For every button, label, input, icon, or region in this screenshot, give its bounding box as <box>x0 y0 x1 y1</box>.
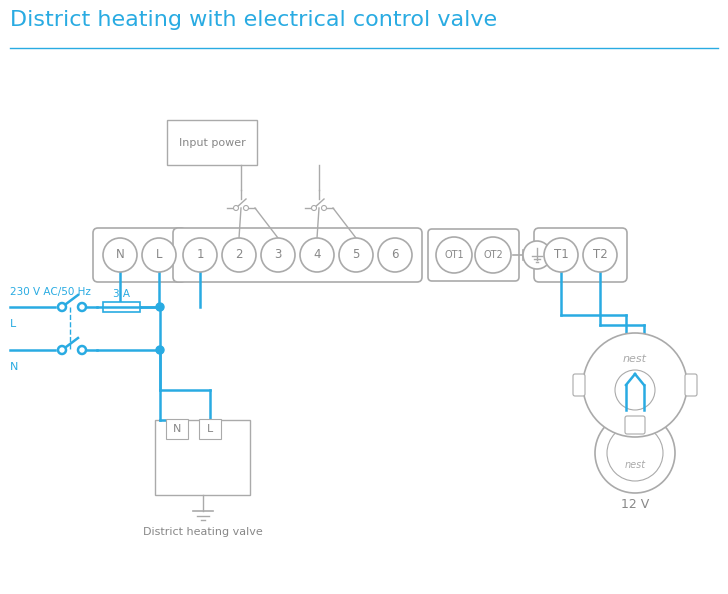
FancyBboxPatch shape <box>155 420 250 495</box>
FancyBboxPatch shape <box>167 120 257 165</box>
Circle shape <box>544 238 578 272</box>
Text: N: N <box>116 248 124 261</box>
Circle shape <box>78 346 86 354</box>
Text: L: L <box>10 319 16 329</box>
Circle shape <box>58 303 66 311</box>
Circle shape <box>142 238 176 272</box>
Circle shape <box>475 237 511 273</box>
Circle shape <box>339 238 373 272</box>
FancyBboxPatch shape <box>103 302 140 312</box>
Text: 1: 1 <box>197 248 204 261</box>
FancyBboxPatch shape <box>173 228 422 282</box>
Circle shape <box>378 238 412 272</box>
Text: 3 A: 3 A <box>113 289 130 299</box>
Circle shape <box>322 206 326 210</box>
Circle shape <box>261 238 295 272</box>
Circle shape <box>234 206 239 210</box>
Text: District heating with electrical control valve: District heating with electrical control… <box>10 10 497 30</box>
Text: L: L <box>156 248 162 261</box>
Text: 4: 4 <box>313 248 321 261</box>
Text: 5: 5 <box>352 248 360 261</box>
FancyBboxPatch shape <box>93 228 186 282</box>
FancyBboxPatch shape <box>534 228 627 282</box>
FancyBboxPatch shape <box>625 416 645 434</box>
Text: 3: 3 <box>274 248 282 261</box>
Circle shape <box>583 333 687 437</box>
Circle shape <box>58 346 66 354</box>
Circle shape <box>156 303 164 311</box>
FancyBboxPatch shape <box>428 229 519 281</box>
Text: OT2: OT2 <box>483 250 503 260</box>
Text: OT1: OT1 <box>444 250 464 260</box>
Circle shape <box>595 413 675 493</box>
Circle shape <box>436 237 472 273</box>
Text: 2: 2 <box>235 248 242 261</box>
Circle shape <box>615 370 655 410</box>
Text: T1: T1 <box>553 248 569 261</box>
Text: 6: 6 <box>391 248 399 261</box>
Circle shape <box>583 238 617 272</box>
FancyBboxPatch shape <box>685 374 697 396</box>
Text: N: N <box>173 424 181 434</box>
Circle shape <box>103 238 137 272</box>
Circle shape <box>300 238 334 272</box>
Circle shape <box>222 238 256 272</box>
Circle shape <box>243 206 248 210</box>
Text: nest: nest <box>623 354 647 364</box>
Circle shape <box>523 241 551 269</box>
FancyBboxPatch shape <box>199 419 221 439</box>
Circle shape <box>312 206 317 210</box>
Text: District heating valve: District heating valve <box>143 527 262 537</box>
Text: Input power: Input power <box>178 137 245 147</box>
FancyBboxPatch shape <box>166 419 188 439</box>
FancyBboxPatch shape <box>573 374 585 396</box>
Circle shape <box>156 346 164 354</box>
Circle shape <box>183 238 217 272</box>
Circle shape <box>607 425 663 481</box>
Text: nest: nest <box>625 460 646 470</box>
Text: 12 V: 12 V <box>621 498 649 511</box>
Text: L: L <box>207 424 213 434</box>
Text: N: N <box>10 362 18 372</box>
Text: T2: T2 <box>593 248 607 261</box>
Text: 230 V AC/50 Hz: 230 V AC/50 Hz <box>10 287 91 297</box>
Circle shape <box>78 303 86 311</box>
